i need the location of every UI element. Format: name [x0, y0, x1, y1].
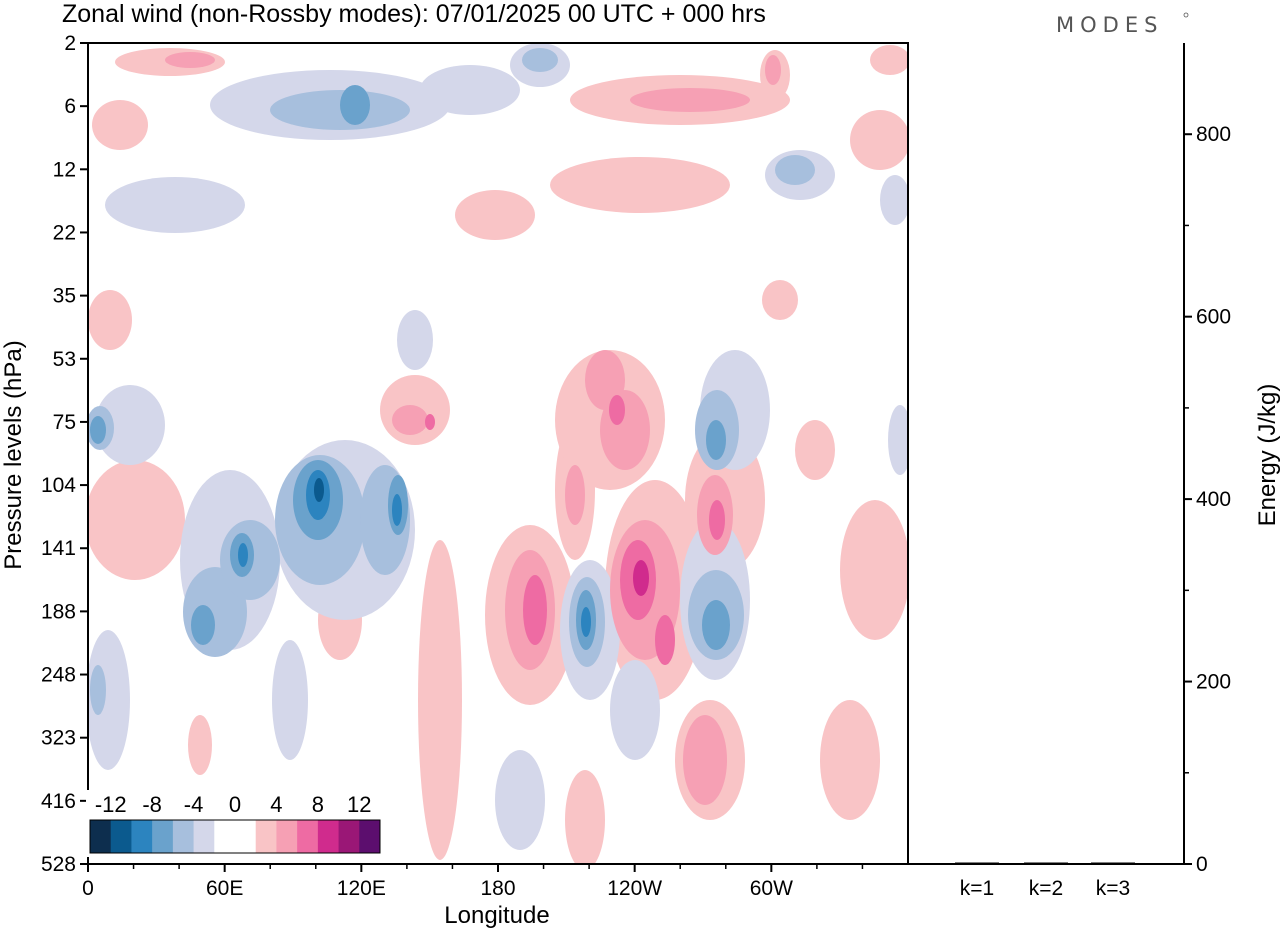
colorbar-swatch	[317, 820, 340, 853]
y-tick-label: 323	[41, 727, 76, 750]
colorbar-swatch	[172, 820, 195, 853]
colorbar-swatch	[359, 820, 381, 853]
y-tick-label: 35	[53, 285, 76, 308]
y-tick-label: 141	[41, 537, 76, 560]
energy-category-label: k=2	[1029, 877, 1063, 900]
energy-bar	[1091, 862, 1135, 864]
y-tick-label: 104	[41, 474, 76, 497]
x-tick-label: 0	[82, 877, 94, 900]
y-tick-label: 2	[64, 32, 76, 55]
energy-tick-label: 400	[1196, 488, 1231, 511]
y-axis-ticks: 2 6 12 22 35 53 75 104 141 188 248 323 416 528	[41, 32, 88, 876]
colorbar-swatch	[193, 820, 215, 853]
colorbar-tick-label: -8	[142, 792, 162, 817]
x-tick-label: 120E	[337, 877, 386, 900]
colorbar-tick-label: -12	[95, 792, 127, 817]
colorbar: -12 -8 -4 0 4 8 12	[86, 790, 384, 857]
colorbar-frame	[89, 819, 381, 854]
colorbar-swatch	[110, 820, 132, 853]
colorbar-swatch	[276, 820, 298, 853]
energy-bars: k=1 k=2 k=3	[955, 862, 1135, 900]
y-axis-label: Pressure levels (hPa)	[0, 340, 27, 569]
energy-category-label: k=1	[960, 877, 994, 900]
energy-category-label: k=3	[1096, 877, 1130, 900]
y-tick-label: 248	[41, 664, 76, 687]
energy-tick-label: 0	[1196, 853, 1208, 876]
modes-logo: MODES	[1056, 13, 1163, 37]
logo-registered-mark	[1183, 12, 1189, 18]
wind-field	[88, 43, 908, 864]
colorbar-tick-label: 0	[229, 792, 241, 817]
energy-axis-ticks: 0 200 400 600 800	[1184, 123, 1231, 876]
energy-axis-label: Energy (J/kg)	[1254, 384, 1280, 527]
colorbar-tick-label: 8	[312, 792, 324, 817]
y-tick-label: 53	[53, 348, 76, 371]
y-tick-label: 6	[64, 95, 76, 118]
colorbar-swatch	[338, 820, 360, 853]
x-axis-ticks: 0 60E 120E 180 120W 60W	[82, 864, 864, 900]
y-tick-label: 75	[53, 411, 76, 434]
x-tick-label: 60W	[750, 877, 793, 900]
colorbar-swatch	[255, 820, 277, 853]
colorbar-swatch	[90, 820, 112, 853]
y-tick-label: 188	[41, 600, 76, 623]
energy-tick-label: 200	[1196, 671, 1231, 694]
chart-title: Zonal wind (non-Rossby modes): 07/01/202…	[62, 0, 766, 28]
colorbar-tick-label: 4	[270, 792, 282, 817]
x-tick-label: 60E	[206, 877, 243, 900]
y-tick-label: 22	[53, 221, 76, 244]
colorbar-tick-label: -4	[184, 792, 204, 817]
energy-bar	[1024, 862, 1068, 864]
y-tick-label: 12	[53, 158, 76, 181]
energy-tick-label: 800	[1196, 123, 1231, 146]
x-axis-label: Longitude	[444, 902, 549, 929]
y-tick-label: 528	[41, 853, 76, 876]
x-tick-label: 120W	[607, 877, 662, 900]
colorbar-tick-label: 12	[347, 792, 371, 817]
energy-bar	[955, 862, 999, 864]
colorbar-swatch	[152, 820, 174, 853]
y-tick-label: 416	[41, 790, 76, 813]
colorbar-swatch	[235, 820, 257, 853]
x-tick-label: 180	[480, 877, 515, 900]
colorbar-swatch	[214, 820, 236, 853]
colorbar-swatch	[131, 820, 153, 853]
colorbar-swatch	[297, 820, 319, 853]
energy-tick-label: 600	[1196, 306, 1231, 329]
